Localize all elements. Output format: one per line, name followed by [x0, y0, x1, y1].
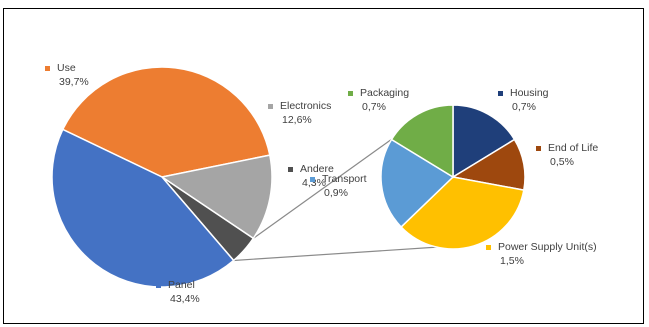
connector-line-bottom — [233, 246, 437, 262]
main-slice-electronics — [160, 154, 273, 240]
label-value-packaging: 0,7% — [362, 101, 386, 113]
label-value-transport: 0,9% — [324, 187, 348, 199]
label-value-electronics: 12,6% — [282, 114, 312, 126]
data-labels: Use 39,7% Electronics 12,6% Andere 4,3% Panel 4… — [45, 62, 598, 305]
data-label-transport: Transport 0,9% — [310, 173, 367, 199]
main-slice-panel — [51, 128, 235, 288]
data-label-electronics: Electronics 12,6% — [268, 100, 331, 126]
legend-key-andere — [288, 167, 293, 172]
sub-slice-packaging — [390, 104, 454, 179]
label-name-packaging: Packaging — [360, 87, 409, 99]
legend-key-transport — [310, 177, 315, 182]
legend-key-power-supply-unit-s — [486, 245, 491, 250]
data-label-end-of-life: End of Life 0,5% — [536, 142, 598, 168]
label-value-panel: 43,4% — [170, 293, 200, 305]
data-label-power-supply-unit-s: Power Supply Unit(s) 1,5% — [486, 241, 597, 267]
data-label-andere: Andere 4,3% — [288, 163, 334, 189]
legend-key-use — [45, 66, 50, 71]
data-label-use: Use 39,7% — [45, 62, 89, 88]
label-name-end-of-life: End of Life — [548, 142, 598, 154]
main-pie — [51, 66, 273, 288]
secondary-pie — [380, 104, 526, 250]
legend-key-panel — [156, 283, 161, 288]
legend-key-housing — [498, 91, 503, 96]
legend-key-end-of-life — [536, 146, 541, 151]
label-value-end-of-life: 0,5% — [550, 156, 574, 168]
label-name-panel: Panel — [168, 279, 195, 291]
label-value-power-supply-unit-s: 1,5% — [500, 255, 524, 267]
data-label-panel: Panel 43,4% — [156, 279, 200, 305]
legend-key-packaging — [348, 91, 353, 96]
label-name-transport: Transport — [322, 173, 367, 185]
sub-slice-transport — [380, 138, 455, 229]
label-name-electronics: Electronics — [280, 100, 331, 112]
data-label-packaging: Packaging 0,7% — [348, 87, 409, 113]
label-name-andere: Andere — [300, 163, 334, 175]
legend-key-electronics — [268, 104, 273, 109]
sub-slice-housing — [452, 104, 516, 179]
data-label-housing: Housing 0,7% — [498, 87, 549, 113]
label-name-housing: Housing — [510, 87, 549, 99]
sub-slice-power-supply-unit-s — [400, 176, 525, 250]
label-value-housing: 0,7% — [512, 101, 536, 113]
label-value-andere: 4,3% — [302, 177, 326, 189]
main-slice-use — [61, 66, 271, 178]
label-name-use: Use — [57, 62, 76, 74]
label-value-use: 39,7% — [59, 76, 89, 88]
label-name-power-supply-unit-s: Power Supply Unit(s) — [498, 241, 597, 253]
